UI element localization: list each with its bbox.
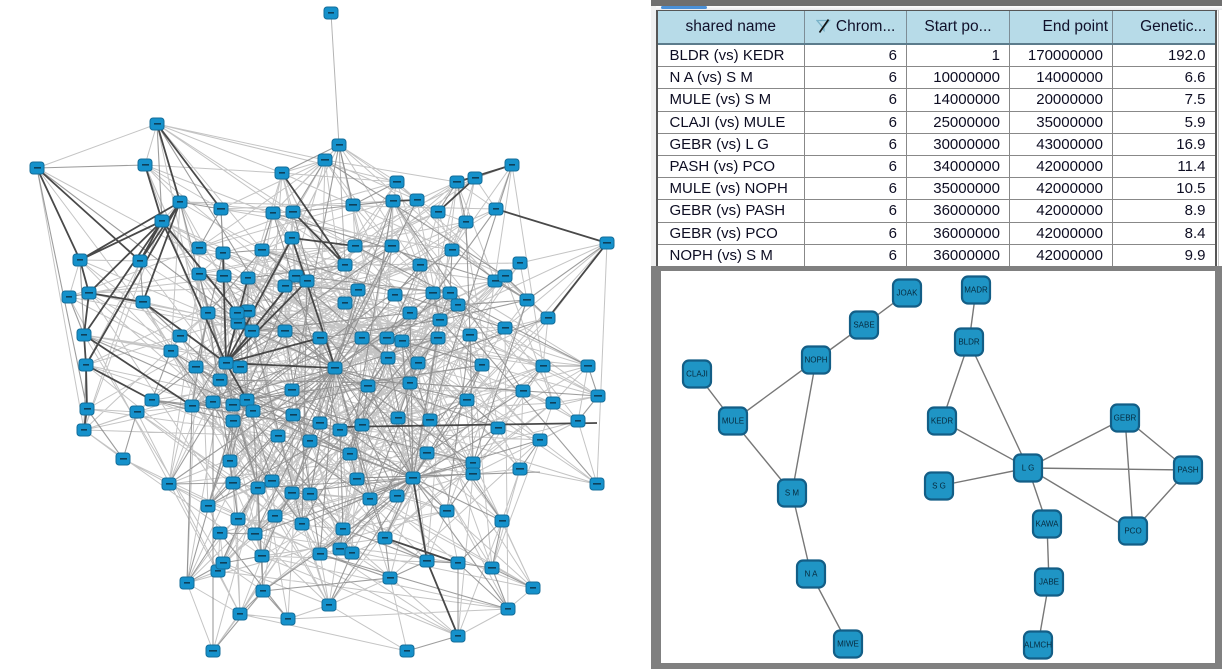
svg-text:JABE: JABE [1039,578,1059,587]
svg-text:JOAK: JOAK [897,289,919,298]
svg-text:SABE: SABE [853,321,874,330]
svg-text:PCO: PCO [1124,527,1141,536]
svg-text:S G: S G [932,482,946,491]
svg-text:MIWE: MIWE [837,640,859,649]
svg-text:MADR: MADR [964,286,988,295]
svg-text:S M: S M [785,489,800,498]
svg-text:KAWA: KAWA [1036,520,1060,529]
svg-text:PASH: PASH [1177,466,1198,475]
svg-text:ALMCH: ALMCH [1024,641,1052,650]
svg-text:NOPH: NOPH [804,356,827,365]
svg-text:L G: L G [1022,464,1035,473]
svg-text:GEBR: GEBR [1114,414,1137,423]
svg-text:MULE: MULE [722,417,744,426]
svg-text:KEDR: KEDR [931,417,953,426]
svg-text:N A: N A [805,570,819,579]
svg-text:BLDR: BLDR [958,338,980,347]
svg-text:CLAJI: CLAJI [686,370,708,379]
